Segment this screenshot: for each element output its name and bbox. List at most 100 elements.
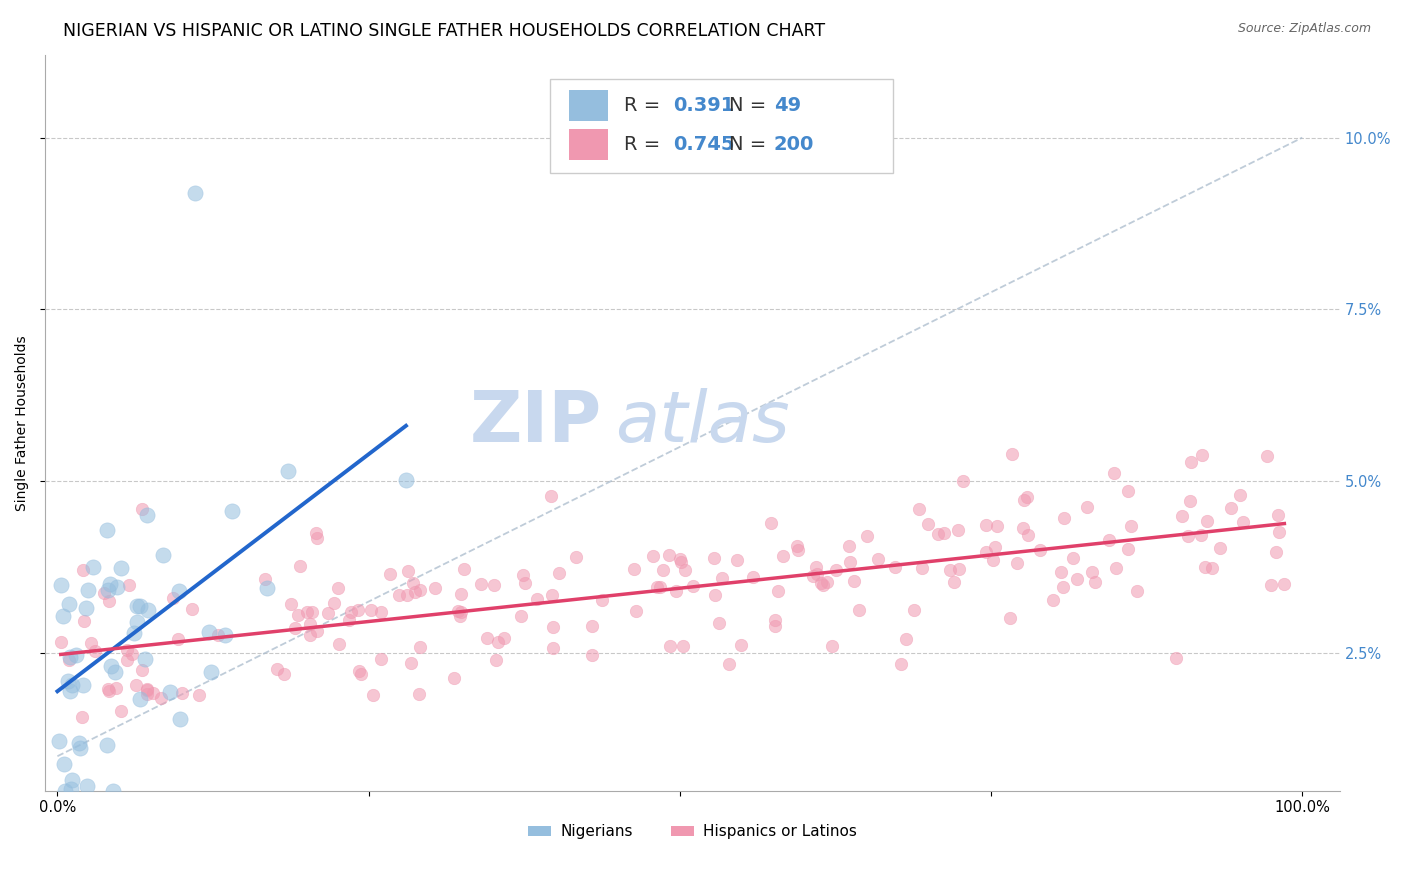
- Nigerians: [96, 738, 118, 752]
- Hispanics or Latinos: [1066, 572, 1088, 586]
- Nigerians: [129, 691, 152, 706]
- Hispanics or Latinos: [1268, 524, 1291, 539]
- Hispanics or Latinos: [70, 710, 93, 724]
- Hispanics or Latinos: [290, 558, 312, 573]
- Text: N =: N =: [728, 96, 772, 115]
- Hispanics or Latinos: [485, 653, 508, 667]
- Text: R =: R =: [624, 96, 666, 115]
- Hispanics or Latinos: [515, 576, 537, 591]
- Hispanics or Latinos: [565, 549, 588, 564]
- Hispanics or Latinos: [1209, 541, 1232, 556]
- Hispanics or Latinos: [658, 549, 681, 563]
- Hispanics or Latinos: [346, 603, 368, 617]
- Hispanics or Latinos: [1081, 566, 1104, 580]
- Hispanics or Latinos: [287, 607, 309, 622]
- Hispanics or Latinos: [475, 631, 498, 645]
- Hispanics or Latinos: [974, 545, 997, 559]
- Text: 200: 200: [773, 136, 814, 154]
- Hispanics or Latinos: [388, 589, 411, 603]
- Nigerians: [49, 578, 72, 592]
- Hispanics or Latinos: [97, 683, 120, 698]
- Nigerians: [58, 597, 80, 611]
- Hispanics or Latinos: [540, 490, 562, 504]
- Hispanics or Latinos: [49, 635, 72, 649]
- Hispanics or Latinos: [58, 653, 80, 667]
- Hispanics or Latinos: [763, 613, 786, 627]
- Hispanics or Latinos: [450, 586, 472, 600]
- Hispanics or Latinos: [305, 526, 328, 541]
- Hispanics or Latinos: [117, 653, 139, 667]
- Hispanics or Latinos: [541, 588, 564, 602]
- Nigerians: [56, 673, 79, 688]
- Y-axis label: Single Father Households: Single Father Households: [15, 335, 30, 511]
- Hispanics or Latinos: [273, 666, 295, 681]
- Hispanics or Latinos: [1017, 491, 1039, 505]
- Nigerians: [76, 583, 98, 598]
- Nigerians: [101, 783, 124, 797]
- Bar: [569, 90, 609, 121]
- Nigerians: [136, 603, 159, 617]
- Hispanics or Latinos: [181, 602, 204, 616]
- Hispanics or Latinos: [1164, 651, 1187, 665]
- Hispanics or Latinos: [673, 563, 696, 577]
- Hispanics or Latinos: [115, 643, 138, 657]
- Nigerians: [152, 548, 174, 562]
- Hispanics or Latinos: [299, 627, 322, 641]
- Hispanics or Latinos: [512, 567, 534, 582]
- Hispanics or Latinos: [443, 672, 465, 686]
- Nigerians: [98, 577, 121, 591]
- Hispanics or Latinos: [932, 525, 955, 540]
- Nigerians: [69, 740, 91, 755]
- Nigerians: [159, 685, 181, 699]
- Hispanics or Latinos: [763, 618, 786, 632]
- Hispanics or Latinos: [323, 597, 346, 611]
- Nigerians: [214, 628, 236, 642]
- Hispanics or Latinos: [93, 586, 115, 600]
- Hispanics or Latinos: [370, 605, 392, 619]
- Hispanics or Latinos: [813, 578, 835, 592]
- Hispanics or Latinos: [942, 575, 965, 590]
- Hispanics or Latinos: [326, 581, 349, 595]
- Hispanics or Latinos: [360, 603, 382, 617]
- Hispanics or Latinos: [121, 647, 143, 661]
- Hispanics or Latinos: [707, 615, 730, 630]
- Hispanics or Latinos: [824, 563, 846, 577]
- Hispanics or Latinos: [486, 635, 509, 649]
- Hispanics or Latinos: [131, 663, 153, 677]
- Hispanics or Latinos: [172, 686, 194, 700]
- Hispanics or Latinos: [316, 607, 339, 621]
- Hispanics or Latinos: [652, 563, 675, 577]
- Hispanics or Latinos: [669, 555, 692, 569]
- Hispanics or Latinos: [162, 591, 184, 605]
- Nigerians: [72, 677, 94, 691]
- Hispanics or Latinos: [295, 605, 318, 619]
- Hispanics or Latinos: [482, 578, 505, 592]
- Hispanics or Latinos: [254, 572, 277, 586]
- Legend: Nigerians, Hispanics or Latinos: Nigerians, Hispanics or Latinos: [522, 818, 863, 846]
- Hispanics or Latinos: [952, 474, 974, 488]
- Hispanics or Latinos: [711, 571, 734, 585]
- Hispanics or Latinos: [1267, 508, 1289, 523]
- Nigerians: [104, 665, 127, 680]
- Nigerians: [69, 736, 91, 750]
- Hispanics or Latinos: [772, 549, 794, 564]
- Hispanics or Latinos: [1084, 574, 1107, 589]
- Hispanics or Latinos: [408, 687, 430, 701]
- Hispanics or Latinos: [806, 566, 828, 581]
- Hispanics or Latinos: [848, 602, 870, 616]
- Text: 49: 49: [773, 96, 801, 115]
- Hispanics or Latinos: [97, 593, 120, 607]
- Text: 0.745: 0.745: [673, 136, 734, 154]
- Hispanics or Latinos: [79, 636, 101, 650]
- Hispanics or Latinos: [396, 564, 419, 578]
- Nigerians: [134, 652, 156, 666]
- Nigerians: [60, 772, 83, 787]
- Hispanics or Latinos: [1201, 560, 1223, 574]
- Hispanics or Latinos: [449, 609, 471, 624]
- Hispanics or Latinos: [787, 543, 810, 558]
- Hispanics or Latinos: [361, 688, 384, 702]
- Hispanics or Latinos: [350, 666, 373, 681]
- Hispanics or Latinos: [1265, 545, 1288, 559]
- Hispanics or Latinos: [1118, 541, 1140, 556]
- Hispanics or Latinos: [1180, 455, 1202, 469]
